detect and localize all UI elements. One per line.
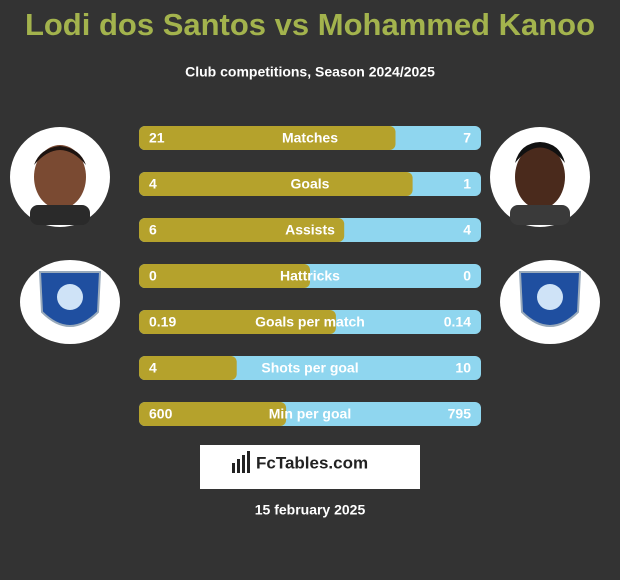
- right-value: 0.14: [444, 314, 471, 330]
- subtitle: Club competitions, Season 2024/2025: [185, 64, 435, 80]
- stat-label: Assists: [285, 222, 335, 238]
- left-value: 4: [149, 176, 157, 192]
- club-logo-right: [500, 260, 600, 344]
- bar-left: [139, 126, 396, 150]
- bar-left: [139, 356, 237, 380]
- date: 15 february 2025: [255, 502, 366, 518]
- bar-left: [139, 264, 310, 288]
- bar-left: [139, 310, 336, 334]
- stat-label: Goals: [291, 176, 330, 192]
- stat-rows: 21 7 Matches 4 1 Goals 6 4 Assists 0 0 Hattricks 0.1…: [139, 126, 481, 426]
- right-value: 4: [463, 222, 471, 238]
- brand: FcTables.com: [256, 453, 368, 472]
- title: Lodi dos Santos vs Mohammed Kanoo: [25, 7, 595, 42]
- right-value: 1: [463, 176, 471, 192]
- bar-left: [139, 172, 413, 196]
- brand-box: [200, 445, 420, 489]
- player-right-photo: [490, 127, 590, 227]
- left-value: 4: [149, 360, 157, 376]
- stat-label: Shots per goal: [261, 360, 358, 376]
- left-value: 21: [149, 130, 165, 146]
- bar-left: [139, 218, 345, 242]
- left-value: 6: [149, 222, 157, 238]
- right-value: 10: [455, 360, 471, 376]
- right-value: 795: [448, 406, 472, 422]
- left-value: 0: [149, 268, 157, 284]
- brand-icon: [232, 451, 250, 473]
- stat-label: Min per goal: [269, 406, 351, 422]
- right-value: 7: [463, 130, 471, 146]
- player-left-photo: [10, 127, 110, 227]
- right-value: 0: [463, 268, 471, 284]
- club-logo-left: [20, 260, 120, 344]
- stat-label: Matches: [282, 130, 338, 146]
- left-value: 0.19: [149, 314, 176, 330]
- bar-left: [139, 402, 287, 426]
- left-value: 600: [149, 406, 173, 422]
- stat-label: Hattricks: [280, 268, 340, 284]
- stat-label: Goals per match: [255, 314, 365, 330]
